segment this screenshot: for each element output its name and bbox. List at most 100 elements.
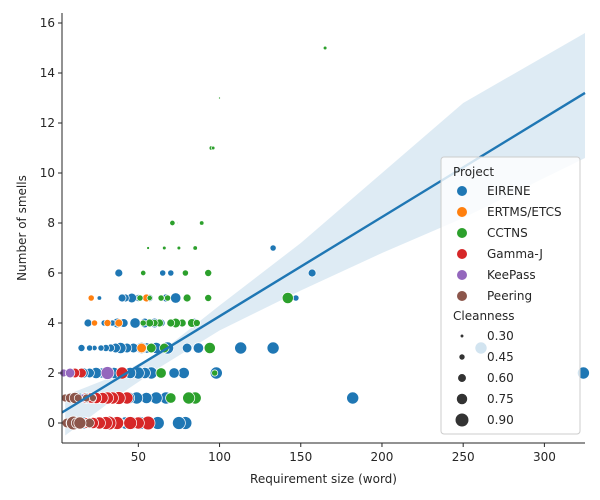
data-point-cctns [211,369,219,377]
data-point-cctns [146,246,150,250]
legend-marker [457,291,467,301]
data-point-cctns [218,96,221,100]
regression-layer [61,91,586,414]
data-point-cctns [166,318,176,328]
legend-size-marker [460,334,464,338]
x-tick-label: 250 [452,450,475,464]
y-tick-label: 6 [47,266,55,280]
y-tick-label: 2 [47,366,55,380]
data-point-cctns [145,318,155,328]
legend-size-label: 0.45 [487,350,514,364]
legend-frame [440,156,581,435]
x-tick-label: 200 [371,450,394,464]
legend-size-marker [456,393,468,405]
data-point-cctns [182,293,192,303]
x-ticks: 50 100 150 200 250 300 [131,443,556,464]
legend-label: KeePass [487,268,536,282]
y-tick-label: 10 [40,166,55,180]
data-point-cctns [322,45,328,51]
data-point-keepass [100,366,115,380]
legend: Project EIRENE ERTMS/ETCS CCTNS Gamma-J KeeP… [440,156,581,435]
legend-marker [457,249,467,259]
data-point-ertms-etcs [136,342,147,354]
x-tick-label: 150 [289,450,312,464]
x-tick-label: 100 [208,450,231,464]
data-point-eirene [266,341,280,355]
legend-hue-title: Project [453,165,494,179]
axes [61,13,585,444]
data-point-eirene [172,416,186,430]
legend-label: EIRENE [487,184,531,198]
legend-size-entries: 0.30 0.45 0.60 0.75 0.90 [455,329,514,427]
data-point-eirene [129,317,141,329]
data-point-keepass [64,367,76,379]
y-tick-label: 16 [40,16,55,30]
y-tick-label: 4 [47,316,55,330]
x-axis-label: Requirement size (word) [250,472,397,486]
data-point-eirene [177,367,190,379]
legend-size-label: 0.90 [487,413,514,427]
legend-marker [457,186,467,196]
data-point-cctns [204,294,213,302]
legend-size-marker [455,413,469,427]
y-tick-label: 8 [47,216,55,230]
data-point-peering [73,416,87,430]
data-point-cctns [146,294,153,302]
legend-size-label: 0.30 [487,329,514,343]
data-point-cctns [176,222,179,224]
confidence-band [65,33,585,436]
data-point-cctns [165,392,177,404]
data-point-eirene [170,292,182,304]
legend-size-label: 0.60 [487,371,514,385]
legend-size-title: Cleanness [453,309,515,323]
data-point-ertms-etcs [91,319,98,327]
y-tick-label: 14 [40,66,55,80]
data-point-eirene [346,391,360,405]
legend-label: Peering [487,289,532,303]
data-point-ertms-etcs [87,294,95,302]
data-point-cctns [169,219,176,227]
y-tick-label: 0 [47,416,55,430]
data-point-cctns [136,294,144,302]
legend-marker [457,207,467,217]
data-point-cctns [139,319,147,327]
x-tick-label: 50 [131,450,146,464]
data-point-cctns [210,145,216,151]
legend-marker [457,270,467,280]
y-tick-label: 12 [40,116,55,130]
legend-label: ERTMS/ETCS [487,205,562,219]
legend-size-marker [458,374,466,382]
data-point-eirene [159,269,167,277]
data-point-cctns [199,220,205,226]
data-point-cctns [204,269,213,277]
data-point-cctns [155,367,167,379]
data-point-cctns [203,342,216,354]
data-point-cctns [192,319,201,327]
data-point-eirene [83,318,93,328]
data-point-eirene [86,344,94,352]
regression-line [61,91,586,414]
data-point-eirene [96,295,103,301]
data-point-cctns [192,245,198,251]
data-point-eirene [77,344,86,352]
legend-size-marker [459,354,465,360]
y-axis-label: Number of smells [15,175,29,281]
data-point-cctns [162,245,167,251]
data-point-ertms-etcs [114,318,124,328]
data-point-cctns [146,342,157,354]
points-layer [59,45,590,431]
data-point-eirene [192,342,204,354]
data-point-eirene [168,367,180,379]
data-point-ertms-etcs [103,319,112,327]
data-point-eirene [307,268,317,278]
x-tick-label: 300 [533,450,556,464]
data-point-eirene [117,293,127,303]
y-ticks: 0 2 4 6 8 10 12 14 16 [40,16,62,430]
data-point-cctns [157,294,165,302]
legend-hue-entries: EIRENE ERTMS/ETCS CCTNS Gamma-J KeePass Peeri… [457,184,562,303]
data-point-eirene [167,269,175,277]
data-point-eirene [234,341,248,355]
data-point-cctns [181,269,189,277]
legend-marker [457,228,467,238]
